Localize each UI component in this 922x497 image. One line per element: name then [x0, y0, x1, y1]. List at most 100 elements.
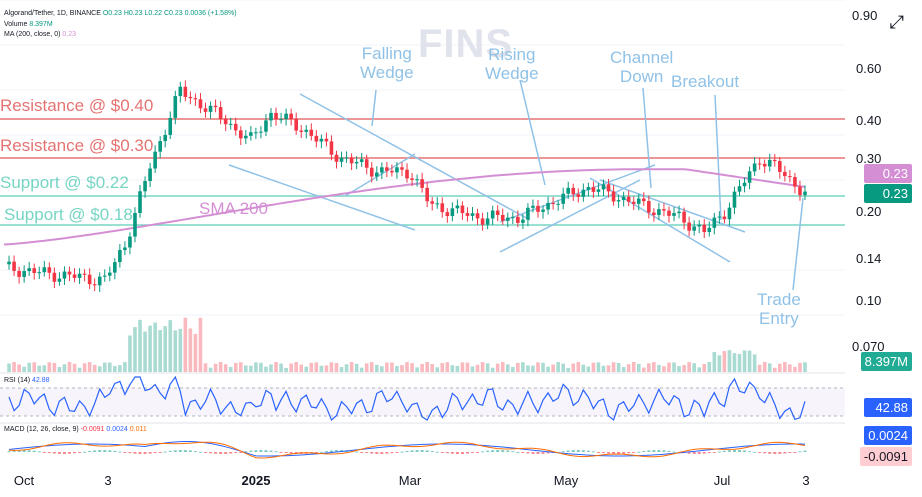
- candle-body: [747, 171, 752, 183]
- candle-body: [788, 176, 792, 178]
- volume-bar: [264, 366, 268, 372]
- candle-body: [163, 134, 168, 142]
- macd-hist-bar: [455, 452, 459, 454]
- candle-body: [561, 193, 565, 204]
- candle-body: [662, 209, 666, 211]
- volume-bar: [626, 364, 631, 372]
- macd-hist-bar: [738, 450, 742, 452]
- volume-bar: [314, 362, 319, 372]
- candle-body: [772, 159, 777, 162]
- price-tick: 0.20: [856, 204, 882, 219]
- volume-bar: [42, 365, 47, 372]
- candle-body: [244, 135, 248, 139]
- volume-bar: [495, 363, 500, 372]
- macd-hist-bar: [541, 452, 545, 454]
- candle-body: [430, 201, 435, 204]
- volume-bar: [732, 353, 737, 372]
- volume-bar: [173, 330, 178, 372]
- volume-bar: [57, 367, 62, 372]
- volume-bar: [163, 326, 168, 372]
- macd-signal-pill: 0.0024: [864, 426, 912, 445]
- volume-bar: [193, 333, 198, 372]
- candle-body: [752, 163, 757, 172]
- candle-body: [682, 211, 686, 223]
- macd-hist-bar: [692, 452, 696, 454]
- candle-body: [188, 96, 193, 99]
- volume-bar: [354, 363, 359, 372]
- macd-signal-value: 0.0024: [106, 426, 128, 433]
- candle-body: [153, 151, 157, 169]
- macd-hist-bar: [239, 452, 243, 453]
- volume-bar: [369, 362, 374, 372]
- macd-hist-bar: [334, 450, 338, 452]
- volume-bar: [52, 362, 57, 372]
- macd-hist-bar: [178, 450, 182, 452]
- volume-bar: [102, 362, 107, 372]
- candle-body: [349, 157, 354, 164]
- volume-bar: [168, 320, 173, 372]
- macd-hist-bar: [521, 452, 525, 453]
- candle-body: [480, 218, 485, 225]
- candle-body: [143, 181, 147, 192]
- macd-hist-bar: [113, 450, 117, 452]
- volume-bar: [500, 362, 505, 372]
- macd-hist-bar: [244, 451, 248, 453]
- candle-body: [793, 177, 797, 187]
- volume-bar: [702, 363, 707, 372]
- volume-bar: [475, 364, 480, 372]
- price-tick: 0.30: [856, 151, 882, 166]
- macd-hist-bar: [430, 450, 434, 452]
- macd-hist-bar: [219, 452, 223, 454]
- candle-body: [92, 284, 97, 286]
- macd-hist-bar: [93, 450, 97, 452]
- macd-hist-bar: [7, 451, 11, 453]
- macd-hist-bar: [88, 451, 92, 453]
- volume-legend: Volume 8.397M: [4, 21, 53, 28]
- candle-body: [87, 274, 92, 285]
- x-tick-label: Oct: [14, 473, 35, 488]
- macd-hist-bar: [727, 450, 731, 452]
- candle-body: [385, 167, 389, 171]
- rsi-pill: 42.88: [864, 398, 912, 417]
- candle-body: [516, 216, 520, 223]
- volume-bar: [450, 365, 455, 372]
- macd-hist-bar: [481, 451, 485, 453]
- macd-hist-bar: [284, 452, 288, 453]
- macd-hist-bar: [133, 452, 137, 454]
- macd-hist-bar: [400, 451, 404, 453]
- expand-icon[interactable]: ⤢: [889, 12, 904, 32]
- volume-bars: [7, 317, 807, 372]
- volume-bar: [430, 364, 435, 372]
- candle-body: [198, 99, 203, 109]
- volume-bar: [299, 364, 304, 372]
- volume-bar: [113, 366, 117, 372]
- volume-bar: [647, 363, 651, 372]
- volume-bar: [783, 362, 787, 372]
- price-tick: 0.40: [856, 113, 882, 128]
- macd-hist-bar: [743, 450, 747, 452]
- ma-value: 0.23: [62, 31, 76, 38]
- macd-hist-bar: [128, 452, 132, 454]
- candle-body: [531, 205, 535, 208]
- volume-bar: [47, 362, 52, 372]
- falling-wedge-right: [344, 153, 416, 197]
- volume-bar: [576, 362, 581, 372]
- candle-body: [652, 212, 656, 216]
- volume-bar: [228, 366, 233, 372]
- candle-body: [541, 209, 545, 212]
- macd-hist-bar: [536, 452, 540, 454]
- candle-body: [294, 119, 298, 131]
- volume-bar: [254, 362, 258, 372]
- macd-hist-bar: [98, 450, 102, 452]
- macd-hist-bar: [108, 450, 112, 452]
- macd-hist-bar: [355, 451, 359, 453]
- candle-body: [465, 213, 470, 216]
- macd-hist-bar: [612, 452, 616, 454]
- macd-hist-bar: [83, 451, 87, 453]
- volume-bar: [601, 365, 606, 372]
- macd-hist-bar: [637, 451, 641, 453]
- candle-body: [158, 141, 162, 152]
- support-022-label: Support @ $0.22: [0, 173, 129, 192]
- volume-bar: [183, 317, 188, 372]
